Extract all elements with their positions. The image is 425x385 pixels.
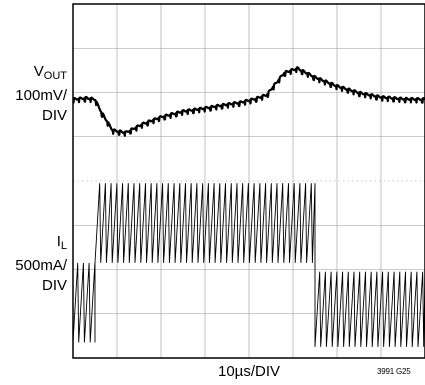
grid xyxy=(73,4,425,358)
il-name: IL xyxy=(56,233,67,252)
x-axis-scale-label: 10µs/DIV xyxy=(218,363,280,380)
vout-channel-label: VOUT 100mV/ DIV xyxy=(0,62,67,126)
inductor-current-trace xyxy=(72,183,425,347)
vout-name: VOUT xyxy=(33,63,67,82)
il-scale-unit: DIV xyxy=(41,277,67,294)
il-channel-label: IL 500mA/ DIV xyxy=(0,232,67,296)
plot-frame xyxy=(72,3,425,359)
figure-id: 3991 G25 xyxy=(377,367,411,376)
il-scale: 500mA/ xyxy=(15,257,67,274)
vout-scale-unit: DIV xyxy=(41,107,67,124)
vout-scale: 100mV/ xyxy=(15,87,67,104)
output-voltage-trace xyxy=(72,66,425,137)
